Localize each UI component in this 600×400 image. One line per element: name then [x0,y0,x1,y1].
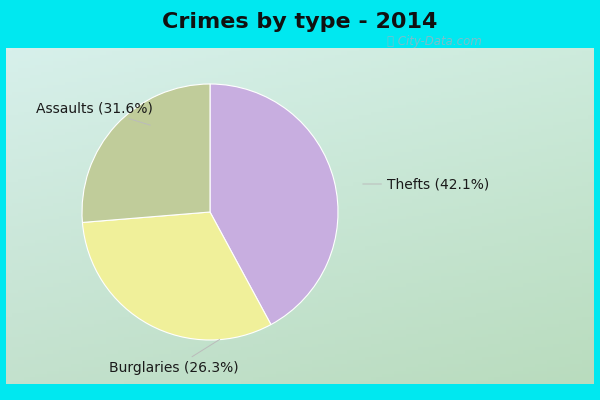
Wedge shape [210,84,338,324]
Text: Thefts (42.1%): Thefts (42.1%) [363,177,489,191]
Wedge shape [82,212,271,340]
Wedge shape [82,84,210,222]
Text: Crimes by type - 2014: Crimes by type - 2014 [163,12,437,32]
Text: ⓘ City-Data.com: ⓘ City-Data.com [387,36,482,48]
Text: Burglaries (26.3%): Burglaries (26.3%) [109,340,239,375]
Text: Assaults (31.6%): Assaults (31.6%) [36,101,153,125]
